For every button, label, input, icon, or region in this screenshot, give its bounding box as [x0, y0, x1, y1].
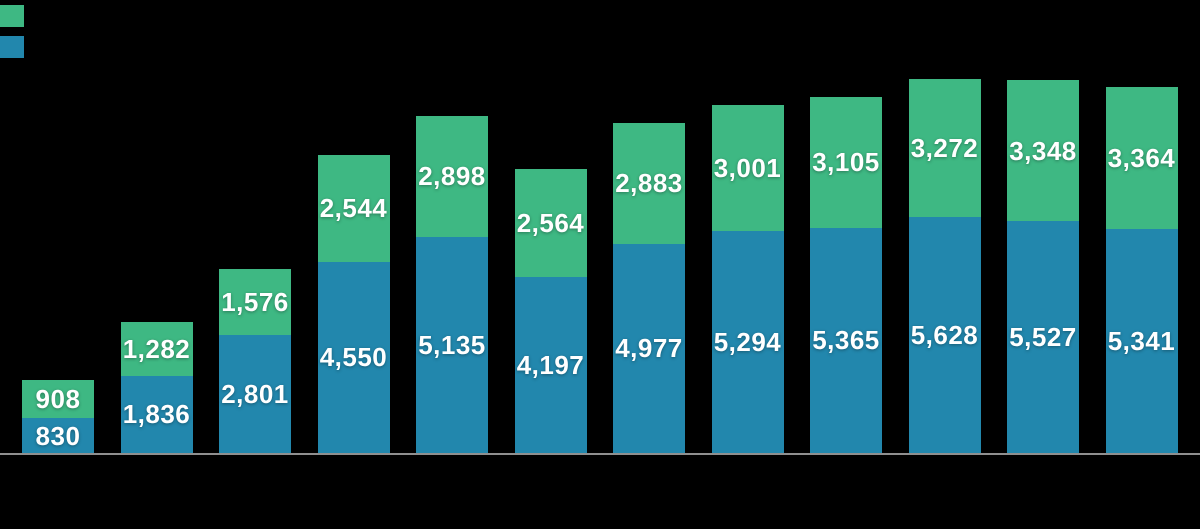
bar-segment-blue: 5,527 — [1007, 220, 1079, 453]
bar-value-label: 2,564 — [516, 207, 585, 238]
bar-segment-blue: 5,365 — [810, 227, 882, 453]
bar-group: 2,564 4,197 — [514, 169, 587, 453]
bar-segment-blue: 2,801 — [219, 335, 291, 453]
bar-value-label: 2,898 — [418, 161, 486, 192]
bar-group: 3,364 5,341 — [1105, 87, 1178, 453]
bar-value-label: 4,977 — [615, 333, 683, 364]
bar-value-label: 4,550 — [319, 342, 388, 373]
bar-value-label: 2,883 — [615, 168, 683, 199]
bar-group: 2,883 4,977 — [613, 122, 685, 453]
bar-segment-blue: 5,628 — [908, 216, 981, 453]
bar-segment-blue: 1,836 — [120, 375, 193, 453]
legend-swatch-1 — [0, 36, 24, 58]
bar-value-label: 3,272 — [910, 132, 979, 163]
bar-value-label: 1,836 — [122, 399, 191, 430]
bar-segment-green: 3,348 — [1007, 80, 1079, 221]
bar-value-label: 908 — [35, 384, 81, 415]
bar-segment-green: 3,105 — [810, 97, 882, 228]
bar-value-label: 5,527 — [1009, 321, 1077, 352]
bar-value-label: 5,135 — [418, 330, 486, 361]
bar-value-label: 1,282 — [122, 333, 191, 364]
bar-segment-blue: 4,977 — [613, 243, 685, 453]
bar-segment-green: 908 — [22, 380, 94, 419]
bar-value-label: 5,341 — [1107, 325, 1176, 356]
bar-group: 1,576 2,801 — [219, 269, 291, 453]
bar-segment-green: 1,282 — [120, 322, 193, 376]
chart-legend — [0, 5, 24, 67]
bar-value-label: 5,365 — [812, 325, 880, 356]
bar-group: 908 830 — [22, 380, 94, 453]
bar-segment-blue: 4,550 — [317, 261, 390, 453]
bar-value-label: 3,348 — [1009, 135, 1077, 166]
bar-segment-blue: 5,135 — [416, 237, 488, 453]
bar-segment-green: 3,364 — [1105, 87, 1178, 229]
bar-segment-blue: 830 — [22, 418, 94, 453]
x-axis-line — [0, 453, 1200, 455]
bar-segment-green: 2,544 — [317, 155, 390, 262]
bar-group: 2,898 5,135 — [416, 115, 488, 453]
bar-value-label: 5,628 — [910, 319, 979, 350]
bar-value-label: 3,105 — [812, 147, 880, 178]
bar-value-label: 5,294 — [713, 326, 782, 357]
bar-group: 1,282 1,836 — [120, 322, 193, 453]
bar-segment-blue: 4,197 — [514, 276, 587, 453]
bar-segment-green: 3,001 — [711, 104, 784, 231]
bar-segment-green: 2,883 — [613, 122, 685, 244]
bar-group: 3,348 5,527 — [1007, 80, 1079, 453]
bar-value-label: 3,364 — [1107, 143, 1176, 174]
bar-segment-green: 1,576 — [219, 269, 291, 336]
bar-segment-green: 2,898 — [416, 115, 488, 238]
bar-value-label: 2,544 — [319, 193, 388, 224]
bar-value-label: 4,197 — [516, 349, 585, 380]
bar-group: 3,105 5,365 — [810, 97, 882, 453]
legend-swatch-0 — [0, 5, 24, 27]
bar-segment-blue: 5,294 — [711, 230, 784, 453]
bar-group: 3,001 5,294 — [711, 104, 784, 453]
bar-segment-green: 2,564 — [514, 169, 587, 277]
bar-group: 2,544 4,550 — [317, 155, 390, 453]
bar-value-label: 830 — [35, 420, 81, 451]
bar-value-label: 1,576 — [221, 287, 289, 318]
bar-group: 3,272 5,628 — [908, 79, 981, 453]
bar-value-label: 2,801 — [221, 379, 289, 410]
bar-segment-blue: 5,341 — [1105, 228, 1178, 453]
bar-segment-green: 3,272 — [908, 79, 981, 217]
bar-value-label: 3,001 — [713, 152, 782, 183]
